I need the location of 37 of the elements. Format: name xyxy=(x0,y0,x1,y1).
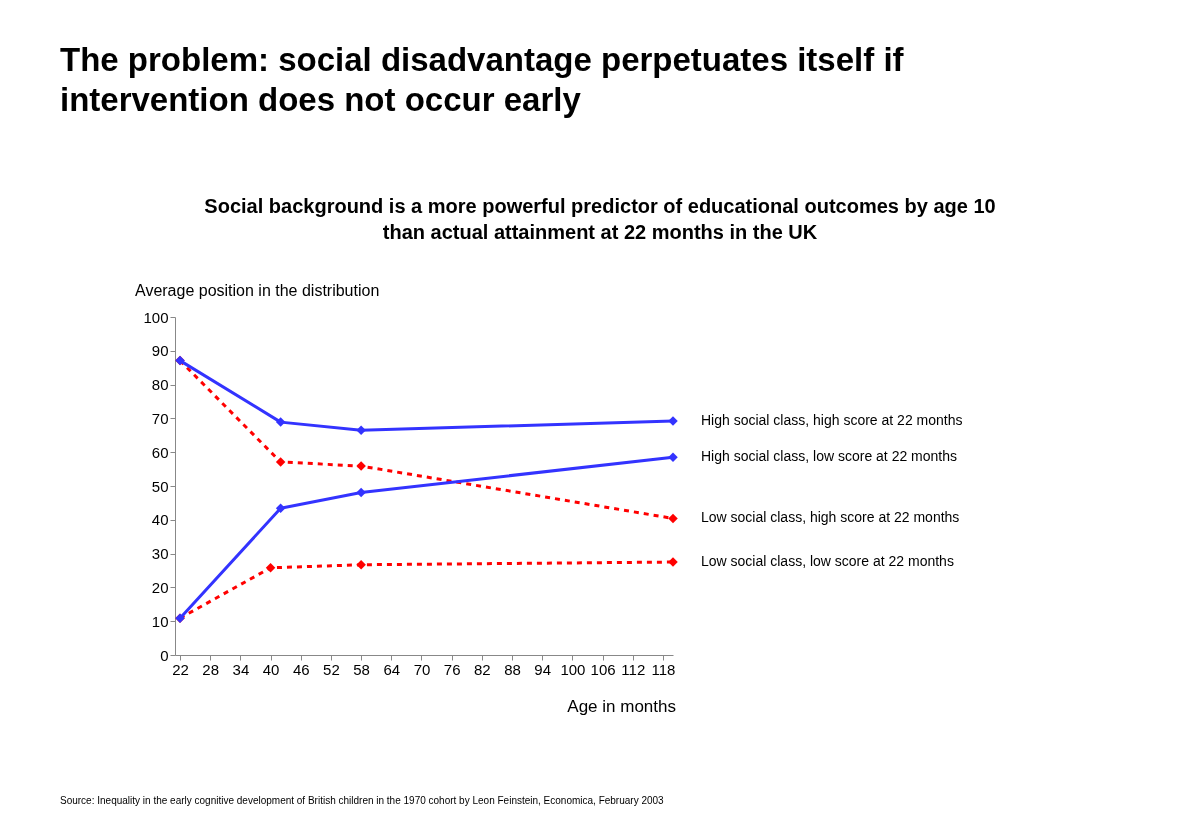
series-label: Low social class, low score at 22 months xyxy=(701,553,954,570)
x-axis-title: Age in months xyxy=(567,697,676,716)
x-tick-label: 106 xyxy=(590,660,616,678)
x-tick-label: 88 xyxy=(504,660,521,678)
y-tick-label: 50 xyxy=(151,477,169,495)
x-tick-label: 100 xyxy=(560,660,586,678)
y-tick-label: 100 xyxy=(143,308,169,326)
y-tick-label: 80 xyxy=(151,376,169,394)
y-tick-label: 20 xyxy=(151,578,169,596)
x-tick-label: 58 xyxy=(353,660,370,678)
series-label: Low social class, high score at 22 months xyxy=(701,509,960,526)
series-label: High social class, high score at 22 months xyxy=(701,412,963,429)
chart-subtitle: Social background is a more powerful predictor of educational outcomes by age 10 than actual attainment at 22 months in the UK xyxy=(204,195,996,243)
y-tick-label: 90 xyxy=(151,342,169,360)
x-tick-label: 28 xyxy=(202,660,220,678)
x-tick-label: 82 xyxy=(474,660,491,678)
x-tick-label: 76 xyxy=(443,660,461,678)
x-tick-label: 94 xyxy=(534,660,552,678)
x-tick-label: 22 xyxy=(172,660,189,678)
x-tick-label: 40 xyxy=(262,660,280,678)
y-axis-title: Average position in the distribution xyxy=(135,282,380,299)
x-tick-label: 64 xyxy=(383,660,401,678)
y-tick-label: 40 xyxy=(151,511,169,529)
x-tick-label: 46 xyxy=(292,660,310,678)
chart-title: The problem: social disadvantage perpetuates itself if intervention does not occur early xyxy=(60,41,905,118)
x-tick-label: 112 xyxy=(621,660,646,678)
y-tick-label: 30 xyxy=(151,545,169,563)
y-tick-label: 70 xyxy=(151,409,169,427)
x-tick-label: 34 xyxy=(232,660,250,678)
series-label: High social class, low score at 22 months xyxy=(701,448,957,465)
y-tick-label: 10 xyxy=(151,612,169,630)
x-tick-label: 70 xyxy=(413,660,431,678)
y-tick-label: 60 xyxy=(151,443,169,461)
x-tick-label: 52 xyxy=(323,660,340,678)
source-note: Source: Inequality in the early cognitive development of British children in the 1970 cohort by Leon Feinstein, Economica, February 2003 xyxy=(60,795,665,806)
y-tick-label: 0 xyxy=(160,646,169,664)
x-tick-label: 118 xyxy=(651,660,676,678)
